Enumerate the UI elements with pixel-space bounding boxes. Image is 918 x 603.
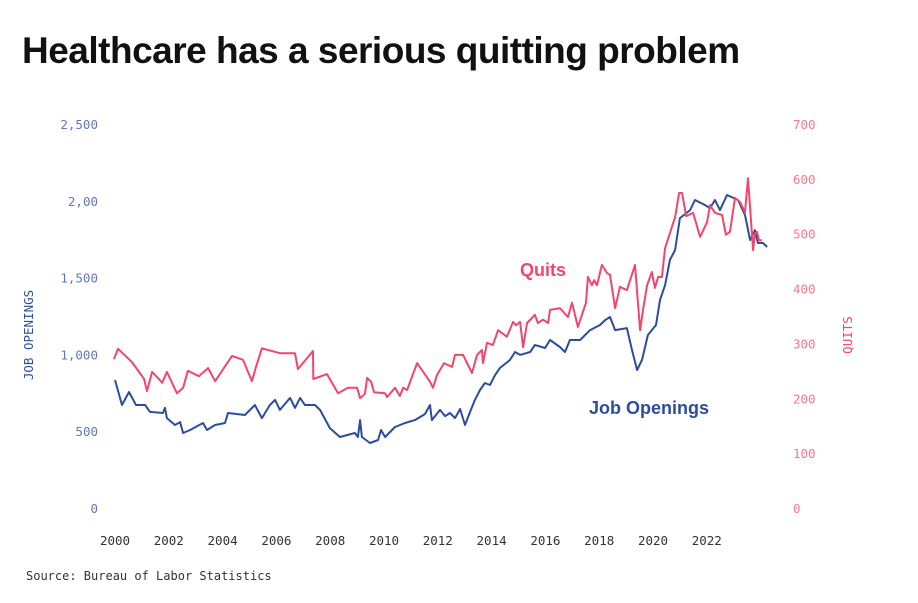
x-tick-label: 2000 xyxy=(100,533,130,548)
x-tick-label: 2022 xyxy=(692,533,722,548)
x-tick-label: 2002 xyxy=(154,533,184,548)
y-right-tick-label: 400 xyxy=(793,282,816,297)
y-right-tick-label: 600 xyxy=(793,172,816,187)
chart-title: Healthcare has a serious quitting proble… xyxy=(22,30,740,71)
x-tick-label: 2014 xyxy=(477,533,507,548)
y-axis-left-title: JOB OPENINGS xyxy=(21,290,36,380)
x-tick-label: 2018 xyxy=(584,533,614,548)
quits-label: Quits xyxy=(520,260,566,280)
y-left-tick-label: 1,000 xyxy=(60,347,98,362)
y-right-tick-label: 300 xyxy=(793,336,816,351)
y-left-tick-label: 1,500 xyxy=(60,271,98,286)
x-tick-label: 2004 xyxy=(208,533,238,548)
source-note: Source: Bureau of Labor Statistics xyxy=(26,569,272,583)
y-left-tick-label: 2,500 xyxy=(60,117,98,132)
y-left-tick-label: 500 xyxy=(75,424,98,439)
job-openings-label: Job Openings xyxy=(589,398,709,418)
y-left-tick-label: 2,00 xyxy=(68,194,98,209)
y-right-tick-label: 700 xyxy=(793,117,816,132)
y-right-tick-label: 0 xyxy=(793,501,801,516)
x-tick-label: 2012 xyxy=(423,533,453,548)
x-tick-label: 2020 xyxy=(638,533,668,548)
y-axis-right-title: QUITS xyxy=(840,316,855,354)
y-left-tick-label: 0 xyxy=(90,501,98,516)
quits-line xyxy=(112,177,762,400)
y-right-tick-label: 100 xyxy=(793,446,816,461)
x-tick-label: 2016 xyxy=(530,533,560,548)
x-tick-label: 2008 xyxy=(315,533,345,548)
x-tick-label: 2010 xyxy=(369,533,399,548)
y-right-tick-label: 500 xyxy=(793,227,816,242)
y-right-tick-label: 200 xyxy=(793,391,816,406)
job-openings-line xyxy=(114,194,768,444)
x-tick-label: 2006 xyxy=(261,533,291,548)
